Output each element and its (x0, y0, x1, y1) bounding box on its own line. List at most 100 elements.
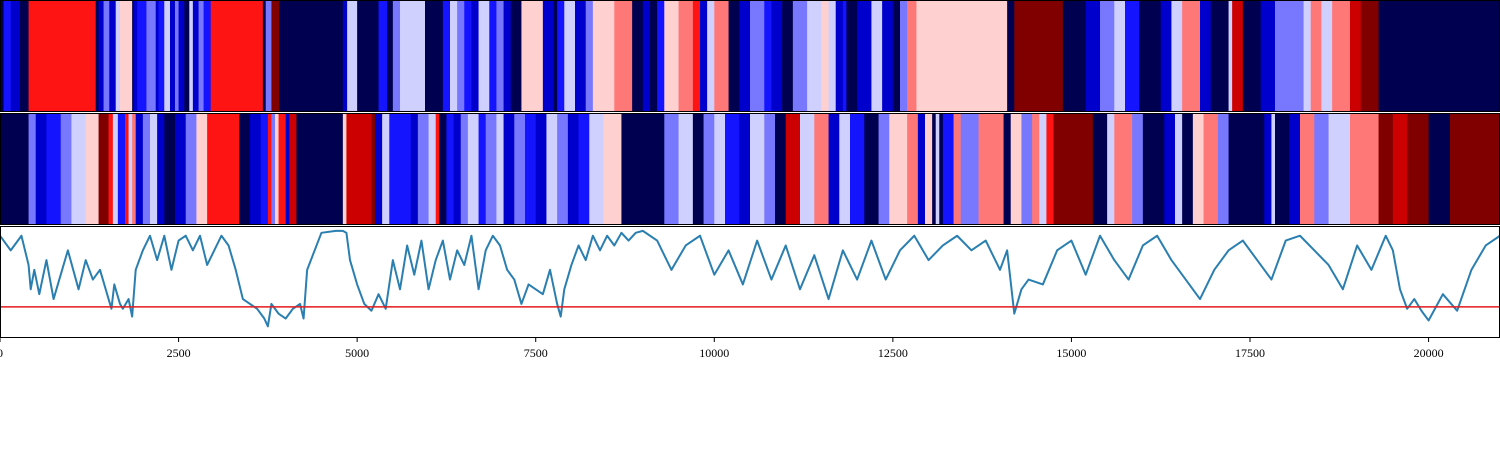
line-panel-background (0, 226, 1500, 338)
heatmap-segment (567, 113, 579, 225)
heatmap-segment (157, 113, 165, 225)
heatmap-segment (871, 0, 883, 112)
heatmap-segment (478, 0, 490, 112)
heatmap-segment (1360, 0, 1379, 112)
heatmap-segment (98, 0, 104, 112)
heatmap-segment (907, 0, 917, 112)
heatmap-segment (158, 0, 165, 112)
heatmap-segment (1228, 113, 1265, 225)
heatmap-segment (1392, 113, 1408, 225)
heatmap-segment (1260, 0, 1276, 112)
heatmap-segment (1217, 113, 1229, 225)
heatmap-segment (1192, 113, 1204, 225)
heatmap-segment (1139, 0, 1162, 112)
heatmap-segment (1182, 0, 1201, 112)
heatmap-segment (1114, 0, 1126, 112)
heatmap-segment (382, 113, 390, 225)
heatmap-segment (262, 0, 267, 112)
heatmap-segment (771, 0, 783, 112)
heatmap-segment (439, 113, 447, 225)
heatmap-segment (750, 113, 765, 225)
heatmap-segment (764, 113, 776, 225)
heatmap-segment (10, 0, 21, 112)
heatmap-segment (1350, 0, 1362, 112)
heatmap-segment (1039, 113, 1047, 225)
heatmap-segment (1350, 113, 1379, 225)
heatmap-segment (603, 113, 622, 225)
x-tick-label: 0 (0, 346, 3, 360)
heatmap-segment (117, 113, 126, 225)
heatmap-segment (85, 113, 99, 225)
heatmap-segment (239, 113, 251, 225)
heatmap-segment (807, 0, 822, 112)
heatmap-segment (275, 113, 279, 225)
heatmap-segment (510, 0, 522, 112)
heatmap-segment (678, 113, 694, 225)
heatmap-segment (1021, 113, 1033, 225)
heatmap-segment (1321, 0, 1333, 112)
x-tick-label: 12500 (878, 346, 908, 360)
heatmap-segment (1407, 113, 1429, 225)
heatmap-segment (553, 0, 558, 112)
heatmap-segment (400, 0, 426, 112)
heatmap-segment (1275, 113, 1290, 225)
heatmap-segment (1003, 113, 1012, 225)
heatmap-segment (664, 0, 679, 112)
heatmap-segment (1046, 113, 1054, 225)
heatmap-segment (1378, 113, 1394, 225)
heatmap-segment (907, 113, 919, 225)
heatmap-segment (321, 0, 344, 112)
heatmap-segment (621, 113, 665, 225)
heatmap-segment (410, 113, 419, 225)
heatmap-segment (739, 113, 751, 225)
heatmap-segment (250, 113, 262, 225)
heatmap-segment (1310, 0, 1322, 112)
heatmap-segment (878, 113, 890, 225)
heatmap-segment (728, 0, 740, 112)
heatmap-segment (128, 113, 133, 225)
heatmap-segment (260, 113, 269, 225)
heatmap-segment (1200, 0, 1212, 112)
heatmap-segment (428, 113, 437, 225)
heatmap-segment (657, 0, 665, 112)
heatmap-segment (1092, 113, 1108, 225)
heatmap-segment (764, 0, 772, 112)
heatmap-segment (1464, 113, 1500, 225)
heatmap-segment (1014, 0, 1064, 112)
heatmap-segment (935, 113, 940, 225)
heatmap-segment (1085, 0, 1101, 112)
heatmap-segment (417, 113, 429, 225)
heatmap-segment (1114, 113, 1133, 225)
heatmap-segment (800, 113, 815, 225)
heatmap-segment (953, 113, 962, 225)
heatmap-segment (342, 0, 348, 112)
heatmap-segment (137, 0, 147, 112)
heatmap-segment (1450, 113, 1465, 225)
heatmap-segment (714, 113, 726, 225)
heatmap-segment (467, 113, 479, 225)
heatmap-segment (387, 0, 394, 112)
heatmap-segment (20, 0, 29, 112)
heatmap-segment (642, 0, 651, 112)
heatmap-segment (703, 113, 715, 225)
heatmap-row-top (0, 0, 1500, 112)
heatmap-segment (453, 113, 462, 225)
heatmap-segment (489, 0, 497, 112)
heatmap-segment (850, 113, 865, 225)
heatmap-segment (882, 0, 894, 112)
heatmap-segment (375, 113, 383, 225)
heatmap-segment (578, 113, 590, 225)
heatmap-segment (278, 113, 287, 225)
heatmap-segment (828, 113, 840, 225)
heatmap-segment (1164, 113, 1176, 225)
heatmap-segment (196, 113, 208, 225)
heatmap-segment (1275, 0, 1304, 112)
x-axis: 0 2500 5000 7500 10000 12500 15000 17500 20000 (0, 338, 1444, 360)
heatmap-segment (575, 0, 587, 112)
heatmap-segment (164, 0, 171, 112)
heatmap-segment (1228, 0, 1233, 112)
heatmap-segment (1160, 0, 1172, 112)
heatmap-segment (28, 113, 37, 225)
heatmap-segment (842, 0, 847, 112)
x-tick-label: 17500 (1235, 346, 1265, 360)
